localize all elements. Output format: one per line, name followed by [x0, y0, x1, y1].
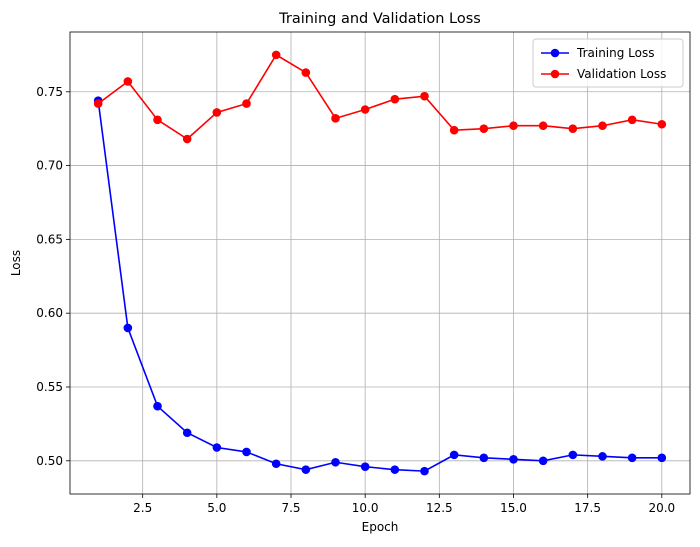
data-point	[212, 108, 222, 117]
x-tick-label: 20.0	[648, 501, 675, 515]
x-tick-label: 10.0	[352, 501, 379, 515]
data-point	[123, 77, 133, 86]
data-point	[360, 462, 370, 471]
y-tick-label: 0.50	[36, 454, 63, 468]
data-point	[538, 121, 548, 131]
data-point	[331, 114, 340, 123]
data-point	[212, 443, 222, 452]
legend-marker	[550, 48, 560, 58]
data-point	[93, 99, 103, 108]
data-point	[271, 459, 281, 469]
legend-label: Validation Loss	[577, 67, 666, 81]
y-tick-label: 0.65	[36, 232, 63, 246]
data-point	[449, 125, 459, 135]
x-axis-label: Epoch	[362, 520, 399, 534]
data-point	[598, 121, 607, 131]
data-point	[242, 99, 251, 108]
legend: Training Loss Validation Loss	[532, 38, 684, 88]
x-tick-label: 12.5	[426, 501, 453, 515]
y-tick-label: 0.75	[36, 85, 63, 99]
data-point	[568, 450, 578, 460]
data-point	[479, 124, 489, 133]
data-point	[360, 105, 370, 114]
data-point	[182, 134, 192, 144]
legend-label: Training Loss	[576, 46, 654, 60]
data-point	[509, 455, 518, 464]
legend-box	[532, 38, 684, 88]
data-point	[242, 447, 251, 457]
x-tick-label: 15.0	[500, 501, 527, 515]
data-point	[657, 119, 667, 129]
data-point	[538, 456, 548, 466]
series-line	[97, 100, 662, 472]
data-point	[420, 466, 429, 476]
x-tick-label: 5.0	[207, 501, 226, 515]
x-tick-label: 17.5	[574, 501, 601, 515]
y-tick-label: 0.55	[36, 380, 63, 394]
legend-item: Validation Loss	[541, 67, 666, 81]
data-point	[182, 428, 192, 438]
series-layer	[93, 50, 667, 476]
y-axis-label: Loss	[9, 250, 23, 276]
data-point	[598, 452, 607, 461]
data-point	[627, 453, 637, 463]
data-point	[627, 115, 637, 125]
data-point	[153, 401, 162, 411]
data-point	[568, 124, 578, 133]
data-point	[390, 465, 400, 474]
series-training-loss	[93, 96, 667, 476]
data-point	[657, 453, 667, 463]
y-tick-label: 0.60	[36, 306, 63, 320]
data-point	[271, 50, 281, 60]
data-point	[390, 94, 400, 104]
x-tick-label: 2.5	[133, 501, 152, 515]
series-line	[97, 53, 662, 141]
data-point	[479, 453, 489, 463]
grid	[70, 32, 690, 494]
plot-frame	[69, 31, 691, 495]
legend-marker	[550, 69, 560, 79]
data-point	[449, 450, 459, 460]
data-point	[301, 68, 311, 77]
data-point	[153, 115, 162, 125]
data-point	[123, 323, 133, 333]
data-point	[420, 91, 429, 101]
data-point	[331, 457, 340, 467]
series-validation-loss	[93, 50, 667, 144]
y-tick-label: 0.70	[36, 159, 63, 173]
chart-title: Training and Validation Loss	[278, 11, 481, 27]
ticks: 2.5 5.0 7.5 10.0 12.5 15.0 17.5 20.0 0.50 0.55 0.6…	[36, 85, 675, 515]
data-point	[509, 121, 518, 131]
x-tick-label: 7.5	[281, 501, 300, 515]
data-point	[301, 465, 311, 474]
legend-item: Training Loss	[541, 46, 654, 60]
